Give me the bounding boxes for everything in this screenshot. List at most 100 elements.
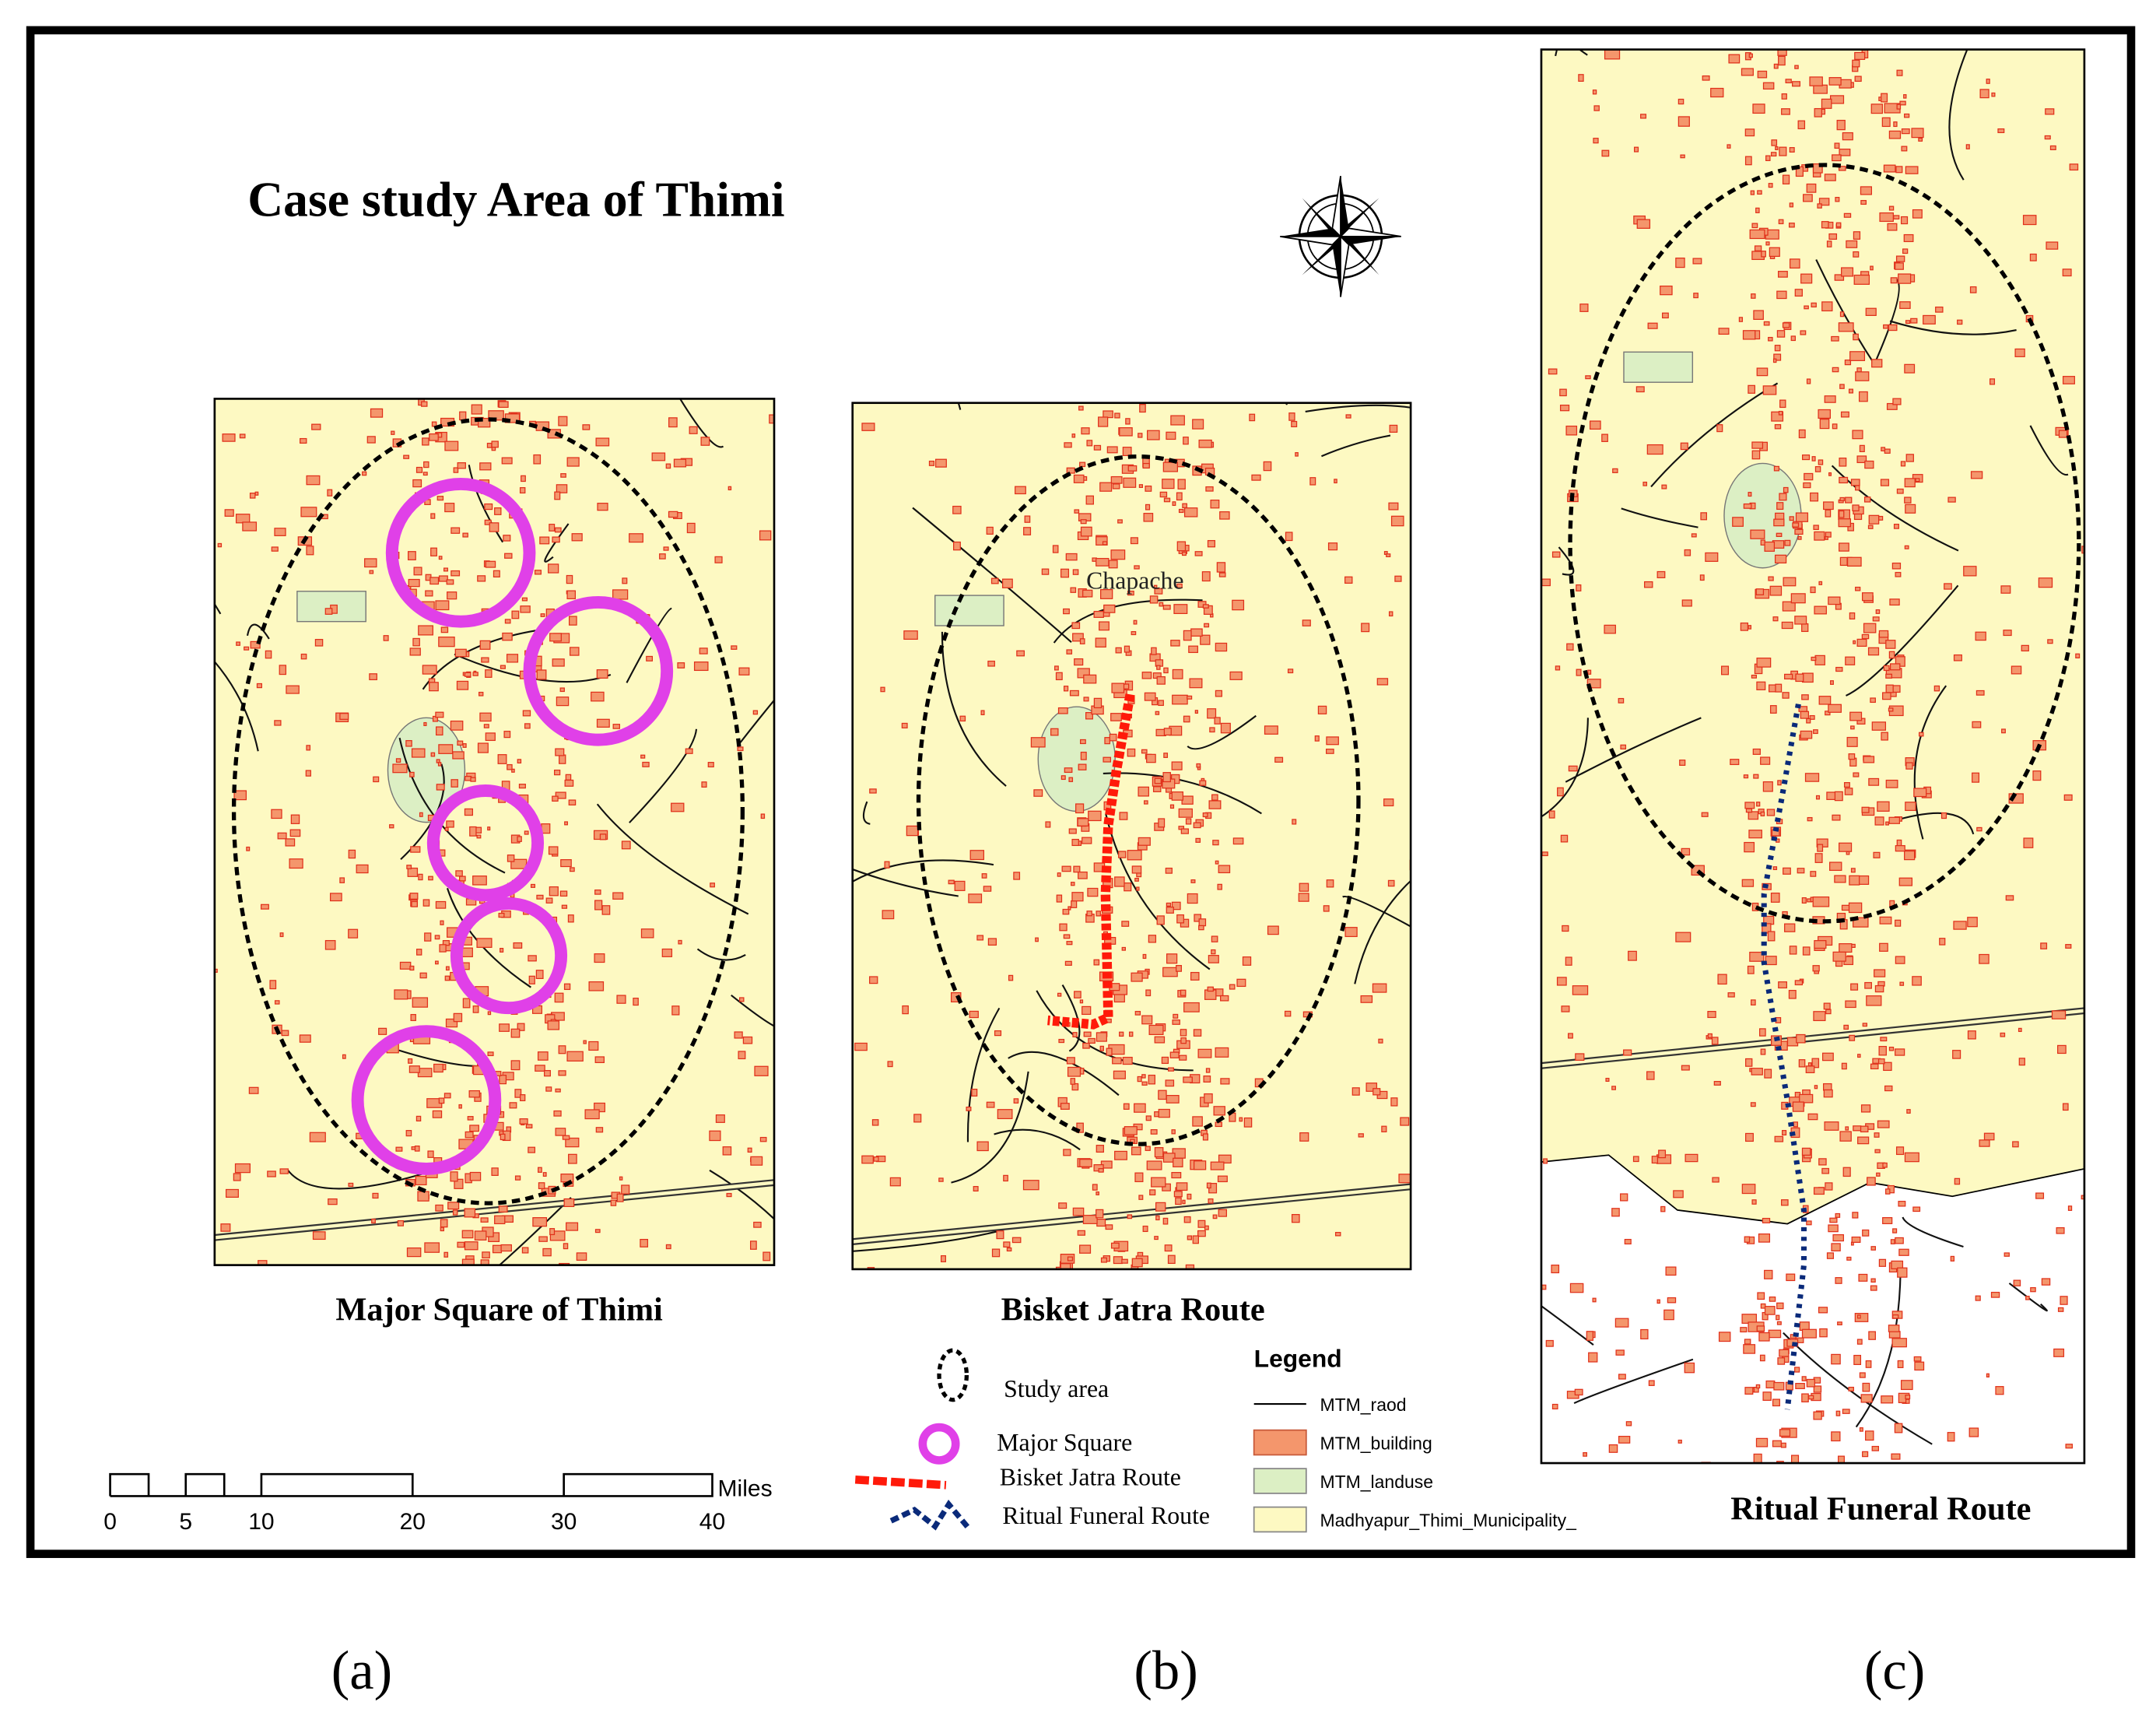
building: [1817, 203, 1822, 209]
building: [469, 826, 477, 837]
building: [364, 558, 377, 568]
building: [1632, 1156, 1639, 1163]
building: [906, 825, 919, 837]
building: [1148, 1074, 1155, 1085]
building: [1074, 509, 1080, 514]
building: [234, 1163, 251, 1174]
building: [1842, 132, 1853, 141]
building: [1077, 818, 1089, 826]
building: [1713, 1080, 1721, 1086]
building: [485, 732, 496, 742]
building: [1806, 1220, 1812, 1226]
building: [1011, 1237, 1022, 1244]
building: [2004, 1252, 2010, 1257]
building: [2058, 430, 2068, 438]
building: [1839, 384, 1845, 389]
building: [476, 938, 493, 948]
building: [1800, 730, 1813, 739]
building: [1211, 949, 1216, 955]
building: [1561, 1005, 1570, 1012]
building: [1913, 1356, 1922, 1362]
building: [1770, 152, 1777, 157]
building: [948, 879, 955, 885]
road: [852, 868, 959, 897]
building: [1344, 576, 1353, 584]
building: [1892, 1314, 1899, 1319]
building: [986, 526, 994, 535]
building: [378, 1027, 387, 1035]
building: [1100, 588, 1113, 599]
building: [1800, 273, 1813, 284]
building: [665, 1244, 671, 1250]
building: [1677, 98, 1684, 105]
building: [289, 829, 301, 837]
building: [1063, 934, 1071, 939]
building: [537, 1051, 549, 1061]
building: [429, 682, 439, 692]
building: [1684, 549, 1691, 556]
building: [1064, 960, 1072, 966]
road: [852, 1229, 1003, 1252]
building: [306, 546, 314, 556]
building: [1326, 749, 1334, 754]
building: [2051, 1010, 2067, 1019]
building: [471, 404, 482, 415]
building: [432, 1110, 443, 1118]
building: [969, 850, 985, 861]
building: [300, 507, 317, 518]
building: [406, 1247, 422, 1258]
building: [536, 894, 544, 900]
highway: [214, 1181, 775, 1240]
building: [987, 660, 995, 667]
building: [1646, 444, 1663, 455]
building: [1879, 212, 1894, 223]
building: [1162, 461, 1179, 472]
building: [1863, 756, 1875, 763]
building: [485, 560, 496, 568]
building: [521, 475, 526, 483]
building: [1763, 321, 1770, 326]
building: [1738, 317, 1744, 322]
building: [538, 1167, 542, 1173]
building: [433, 1063, 443, 1073]
building: [976, 935, 984, 941]
building: [1788, 223, 1795, 228]
building: [731, 645, 738, 650]
north-arrow: [1280, 176, 1401, 297]
building: [1774, 424, 1782, 430]
building: [1171, 791, 1183, 801]
building: [1317, 705, 1327, 714]
building: [1122, 1056, 1133, 1065]
layer-legend: Legend MTM_raod MTM_building MTM_landuse…: [1253, 1344, 1577, 1533]
building: [769, 414, 775, 424]
landuse: [1623, 351, 1694, 383]
building: [1400, 1117, 1410, 1126]
building: [1745, 1132, 1754, 1142]
building: [1082, 1215, 1098, 1224]
building: [1807, 816, 1813, 822]
building: [1182, 503, 1187, 509]
building: [1658, 1149, 1667, 1159]
building: [1815, 795, 1821, 800]
building: [1997, 128, 2005, 134]
building: [1083, 674, 1097, 684]
building: [274, 1000, 280, 1005]
building: [1176, 965, 1182, 972]
building: [1111, 683, 1125, 693]
building: [2049, 145, 2056, 151]
building: [1877, 1120, 1890, 1128]
building: [873, 1156, 879, 1162]
building: [986, 1101, 995, 1108]
building: [1204, 1093, 1213, 1104]
building: [599, 833, 607, 840]
building: [549, 633, 562, 642]
building: [1183, 715, 1190, 723]
building: [1145, 989, 1152, 997]
building: [1103, 756, 1112, 763]
building: [1748, 830, 1762, 839]
building: [1079, 1159, 1092, 1167]
building: [1760, 1048, 1766, 1055]
building: [1119, 427, 1133, 437]
building: [1814, 107, 1822, 118]
building: [1776, 290, 1787, 300]
